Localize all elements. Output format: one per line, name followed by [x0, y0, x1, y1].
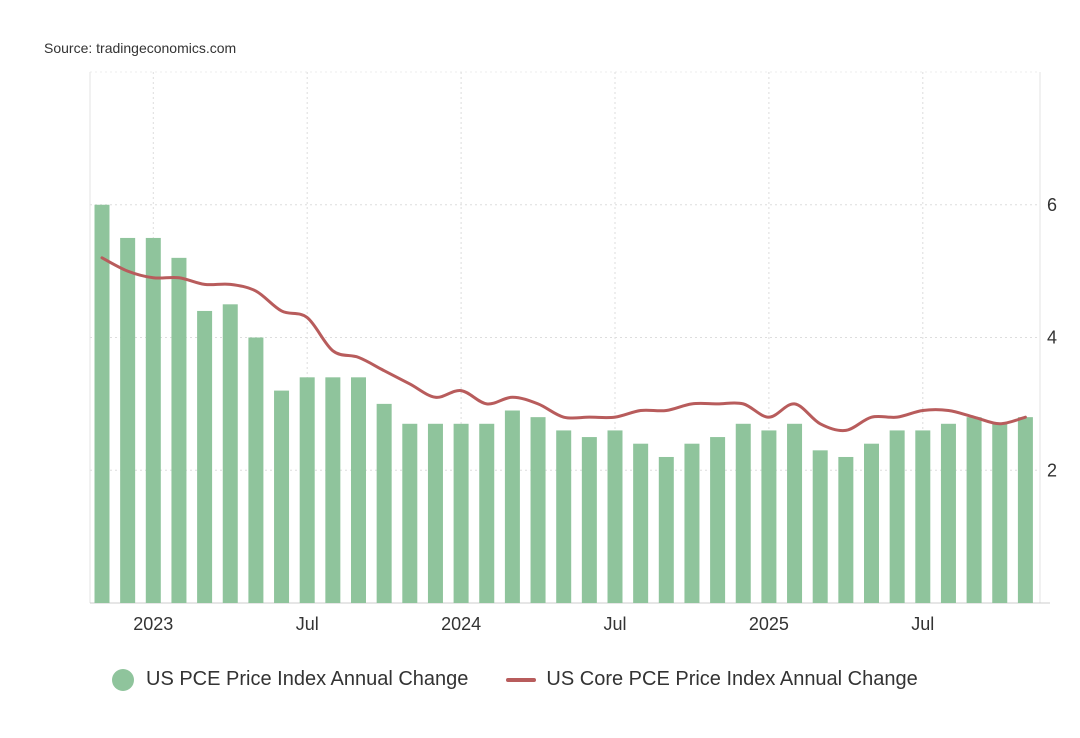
bar-pce	[966, 417, 982, 603]
bar-pce	[864, 443, 879, 603]
bar-pce	[479, 423, 495, 603]
bar-pce	[120, 237, 136, 603]
y-tick-label: 6	[1047, 195, 1057, 215]
bar-pce	[581, 437, 597, 603]
legend-line-swatch	[506, 677, 537, 682]
bar-pce	[658, 456, 674, 603]
bar-pce	[838, 456, 854, 603]
bar-pce	[556, 430, 572, 603]
bar-pce	[1017, 417, 1033, 603]
bar-pce	[992, 423, 1008, 603]
bar-pce	[530, 417, 546, 603]
bar-pce	[453, 423, 469, 603]
legend-label-pce: US PCE Price Index Annual Change	[146, 668, 469, 690]
bar-pce	[171, 257, 187, 603]
bar-pce	[402, 423, 418, 603]
line-core-pce	[100, 256, 1027, 433]
bar-pce	[274, 390, 290, 603]
x-tick-label: Jul	[296, 614, 319, 634]
y-tick-label: 2	[1047, 460, 1057, 480]
x-tick-label: 2023	[133, 614, 173, 634]
bar-pce	[299, 377, 315, 603]
bar-pce	[197, 310, 213, 603]
bar-pce	[684, 443, 700, 603]
x-tick-label: Jul	[603, 614, 626, 634]
bar-pce	[889, 430, 905, 603]
bar-pce	[710, 437, 726, 603]
bar-pce	[376, 403, 392, 603]
source-label: Source: tradingeconomics.com	[44, 40, 237, 56]
bar-pce	[633, 443, 649, 603]
bar-pce	[761, 430, 777, 603]
x-tick-label: 2024	[441, 614, 481, 634]
y-tick-label: 4	[1047, 328, 1057, 348]
bar-pce	[94, 204, 110, 603]
bar-pce	[351, 377, 366, 603]
bar-pce	[427, 423, 443, 603]
bar-pce	[504, 410, 520, 603]
legend: US PCE Price Index Annual Change US Core…	[112, 668, 918, 691]
bar-pce	[145, 237, 161, 603]
legend-bar-swatch	[112, 668, 134, 691]
bar-pce	[735, 423, 751, 603]
bar-pce	[607, 430, 623, 603]
bar-pce	[915, 430, 931, 603]
bar-pce	[940, 423, 956, 603]
bar-pce	[325, 377, 341, 603]
bar-pce	[222, 304, 238, 603]
bar-pce	[787, 423, 803, 603]
x-tick-label: 2025	[749, 614, 789, 634]
bar-pce	[812, 450, 828, 603]
legend-label-core-pce: US Core PCE Price Index Annual Change	[546, 668, 918, 690]
bar-pce	[248, 337, 264, 603]
x-tick-label: Jul	[911, 614, 934, 634]
